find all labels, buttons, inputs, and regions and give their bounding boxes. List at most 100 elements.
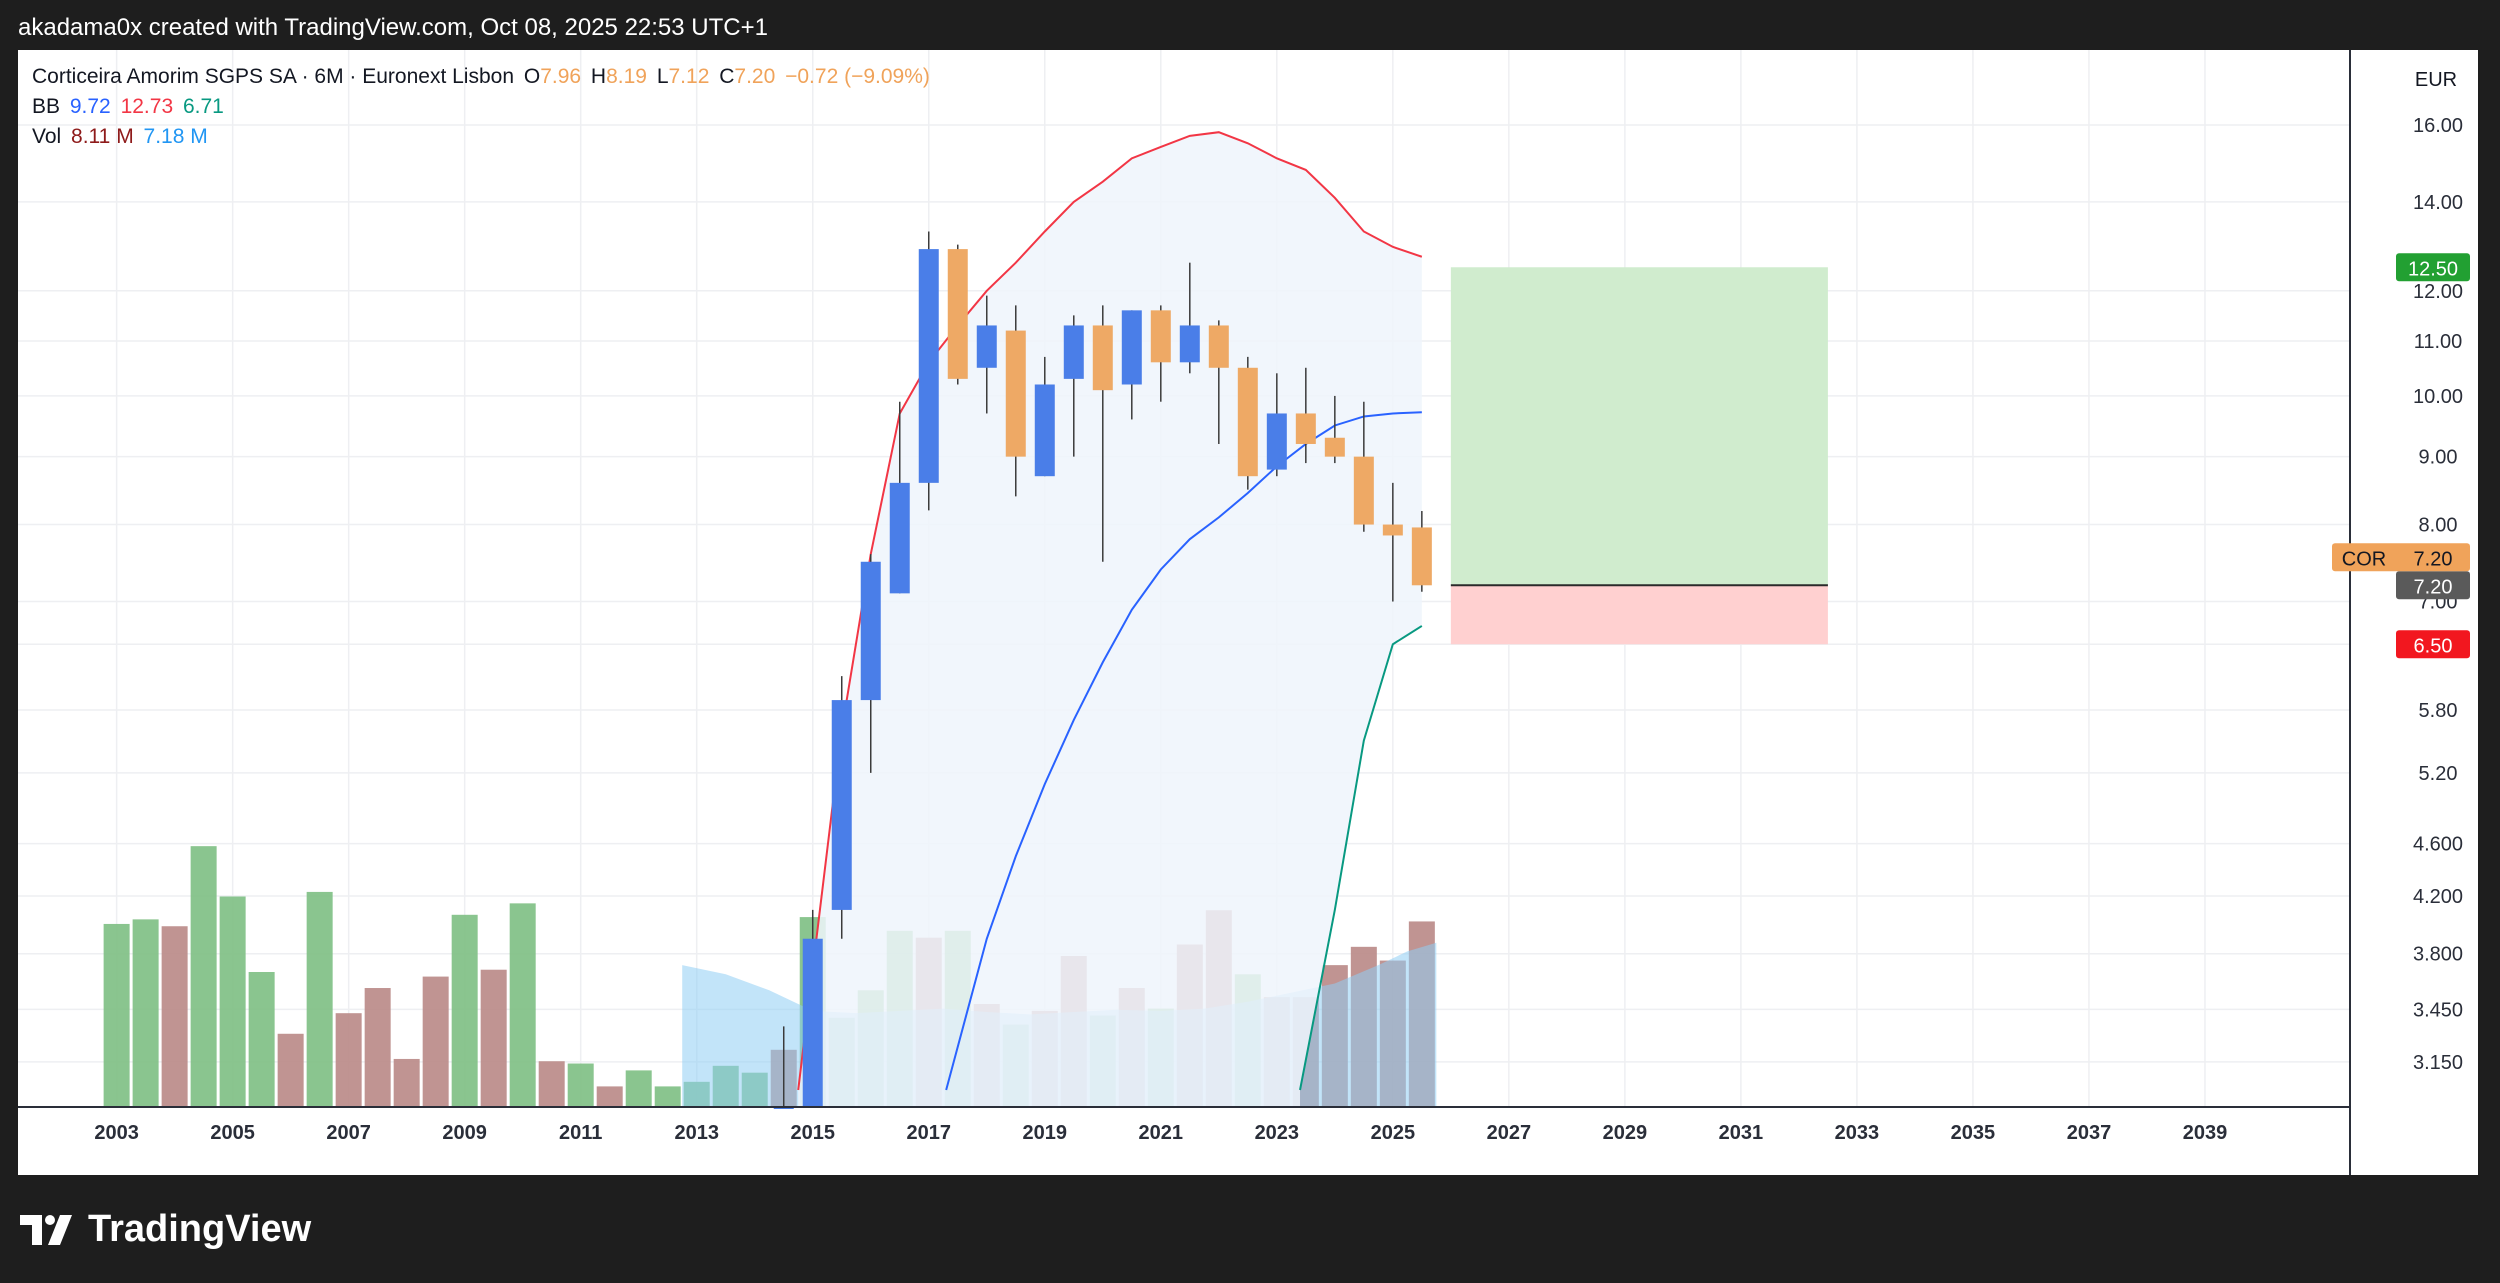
candle-up	[1266, 413, 1287, 470]
stop-price-tag: 6.50	[2414, 635, 2453, 657]
x-tick-label: 2035	[1951, 1122, 1996, 1144]
legend-vol-row[interactable]: Vol 8.11 M 7.18 M	[32, 122, 934, 152]
y-tick-label: 10.00	[2413, 386, 2463, 408]
x-tick-label: 2007	[326, 1122, 371, 1144]
position-stop-zone	[1450, 585, 1828, 645]
volume-bar	[422, 976, 449, 1107]
x-tick-label: 2015	[790, 1122, 835, 1144]
volume-bar	[335, 1013, 362, 1107]
volume-bar	[451, 914, 478, 1107]
chart-legend: Corticeira Amorim SGPS SA · 6M · Euronex…	[32, 62, 934, 152]
candle-up	[1034, 384, 1055, 477]
y-tick-label: 8.00	[2419, 515, 2458, 537]
candle-up	[889, 482, 910, 594]
volume-bar	[538, 1061, 565, 1107]
candle-down	[1353, 456, 1374, 525]
legend-vol-label: Vol	[32, 125, 62, 148]
legend-vol-ma: 7.18 M	[143, 125, 208, 148]
volume-bar	[364, 988, 391, 1107]
y-tick-label: 4.200	[2413, 886, 2463, 908]
tradingview-logo[interactable]: TradingView	[20, 1208, 311, 1251]
target-price-tag: 12.50	[2408, 258, 2458, 280]
x-tick-label: 2003	[94, 1122, 139, 1144]
position-target-zone	[1450, 267, 1828, 586]
legend-bb-basis: 9.72	[69, 95, 111, 118]
chart-panel[interactable]: 2003 2005 2007 2009 2011 2013 2015 2017 2019 2021…	[18, 50, 2478, 1175]
volume-bar	[161, 926, 188, 1107]
volume-bar	[103, 923, 130, 1107]
volume-bar	[248, 972, 275, 1107]
bollinger-upper-line	[797, 131, 1423, 1091]
volume-bar	[596, 1086, 623, 1107]
candle-down	[1005, 330, 1026, 457]
x-tick-label: 2013	[674, 1122, 719, 1144]
x-tick-label: 2023	[1255, 1122, 1300, 1144]
y-tick-label: 3.800	[2413, 944, 2463, 966]
volume-bar	[306, 891, 333, 1107]
x-tick-label: 2011	[559, 1122, 602, 1144]
x-tick-label: 2039	[2183, 1122, 2228, 1144]
y-tick-label: 5.20	[2419, 763, 2458, 785]
x-tick-label: 2017	[907, 1122, 952, 1144]
bollinger-basis-line	[945, 411, 1422, 1091]
last-price-tag: 7.20	[2414, 548, 2453, 570]
legend-bb-lower: 6.71	[182, 95, 224, 118]
last-price-tag-bg	[2332, 543, 2470, 572]
y-tick-label: 4.600	[2413, 834, 2463, 856]
x-tick-label: 2031	[1719, 1122, 1764, 1144]
candle-down	[947, 249, 968, 379]
legend-symbol-title: Corticeira Amorim SGPS SA · 6M · Euronex…	[32, 65, 515, 88]
volume-bar	[480, 969, 507, 1107]
y-tick-label: 9.00	[2419, 447, 2458, 469]
candle-down	[1237, 367, 1258, 477]
volume-bar	[509, 903, 536, 1107]
volume-bar	[277, 1033, 304, 1107]
x-tick-label: 2025	[1371, 1122, 1416, 1144]
x-tick-label: 2019	[1023, 1122, 1068, 1144]
legend-low-value: 7.12	[668, 65, 710, 88]
legend-bb-label: BB	[32, 95, 61, 118]
chart-attribution-header: akadama0x created with TradingView.com, …	[18, 14, 768, 41]
candle-up	[1121, 310, 1142, 385]
y-tick-label: 11.00	[2414, 331, 2463, 353]
candle-down	[1150, 310, 1171, 363]
volume-bar	[567, 1063, 594, 1107]
candle-down	[1382, 524, 1403, 536]
legend-close-label: C	[719, 65, 735, 88]
x-tick-label: 2037	[2067, 1122, 2112, 1144]
legend-low-label: L	[656, 65, 669, 88]
candle-up	[802, 938, 823, 1107]
candle-down	[1324, 437, 1345, 457]
candle-up	[1179, 325, 1200, 363]
candle-down	[1208, 325, 1229, 368]
legend-open-value: 7.96	[540, 65, 582, 88]
volume-bar	[625, 1070, 652, 1107]
current-price-tag-bg	[2396, 571, 2470, 600]
candle-down	[1092, 325, 1113, 391]
x-tick-label: 2033	[1835, 1122, 1880, 1144]
x-tick-label: 2027	[1487, 1122, 1532, 1144]
last-price-symbol: COR	[2342, 548, 2386, 570]
x-tick-label: 2005	[210, 1122, 255, 1144]
legend-high-label: H	[590, 65, 607, 88]
target-price-tag-bg	[2396, 253, 2470, 282]
candle-up	[1063, 325, 1084, 379]
candle-down	[1411, 527, 1432, 586]
candle-down	[1295, 413, 1316, 444]
legend-high-value: 8.19	[606, 65, 647, 88]
bollinger-band-fill	[798, 132, 1422, 1107]
volume-bar	[654, 1086, 681, 1107]
legend-symbol-row[interactable]: Corticeira Amorim SGPS SA · 6M · Euronex…	[32, 62, 934, 92]
volume-bar	[190, 846, 217, 1107]
legend-open-label: O	[523, 65, 541, 88]
x-tick-label: 2009	[442, 1122, 487, 1144]
stop-price-tag-bg	[2396, 630, 2470, 659]
legend-bb-row[interactable]: BB 9.72 12.73 6.71	[32, 92, 934, 122]
volume-bar	[132, 919, 159, 1107]
price-chart[interactable]: 2003 2005 2007 2009 2011 2013 2015 2017 2019 2021…	[18, 50, 2478, 1175]
current-price-tag: 7.20	[2414, 576, 2453, 598]
tradingview-logo-icon	[20, 1214, 72, 1245]
tradingview-logo-text: TradingView	[88, 1208, 312, 1250]
y-tick-label: 12.00	[2413, 281, 2463, 303]
legend-bb-upper: 12.73	[120, 95, 174, 118]
